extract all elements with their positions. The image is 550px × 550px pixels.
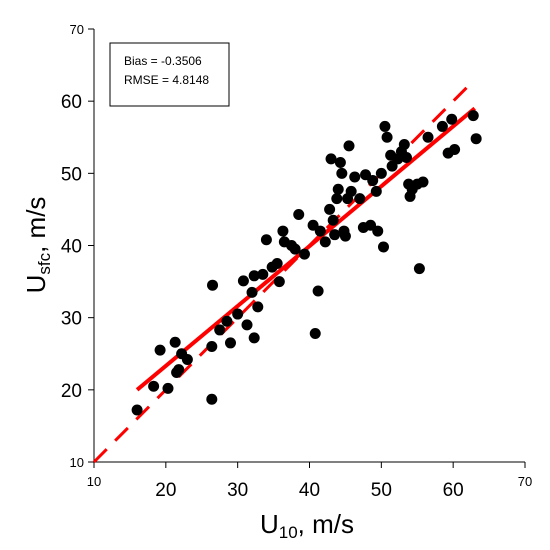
scatter-point (329, 229, 341, 241)
chart-axes: 10 20 30 40 50 60 70 10 20 30 40 50 60 70 (61, 22, 532, 501)
scatter-point (277, 225, 289, 237)
scatter-point (336, 167, 348, 179)
scatter-point (181, 354, 193, 366)
scatter-point (345, 185, 357, 197)
scatter-point (257, 268, 269, 280)
scatter-points (131, 110, 482, 416)
scatter-point (214, 324, 226, 336)
scatter-point (379, 120, 391, 132)
scatter-point (293, 208, 305, 220)
x-tick-label: 70 (518, 474, 532, 489)
scatter-point (206, 341, 218, 353)
scatter-point (354, 193, 366, 205)
scatter-point (131, 404, 143, 416)
scatter-point (331, 193, 343, 205)
y-tick-label: 70 (70, 22, 84, 37)
scatter-point (417, 176, 429, 188)
scatter-point (377, 241, 389, 253)
x-tick-label: 20 (155, 480, 176, 501)
scatter-point (312, 285, 324, 297)
rmse-label: RMSE = 4.8148 (124, 73, 209, 87)
y-tick-label: 50 (61, 164, 82, 185)
scatter-point (398, 138, 410, 150)
x-tick-label: 60 (443, 480, 464, 501)
scatter-point (327, 214, 339, 226)
scatter-point (206, 393, 218, 405)
scatter-point (446, 113, 458, 125)
scatter-point (298, 248, 310, 260)
scatter-point (273, 276, 285, 288)
scatter-point (367, 175, 379, 187)
y-tick-label: 30 (61, 309, 82, 330)
scatter-point (246, 286, 258, 298)
y-axis-title-subscript: sfc (35, 252, 54, 274)
scatter-point (343, 140, 355, 152)
scatter-point (372, 225, 384, 237)
scatter-point (467, 110, 479, 122)
scatter-point (339, 230, 351, 242)
y-tick-label: 40 (61, 237, 82, 258)
bias-label: Bias = -0.3506 (124, 54, 202, 68)
scatter-point (314, 225, 326, 237)
scatter-point (436, 120, 448, 132)
scatter-point (248, 332, 260, 344)
scatter-point (332, 183, 344, 195)
stats-box: Bias = -0.3506 RMSE = 4.8148 (109, 42, 230, 107)
scatter-point (422, 131, 434, 143)
y-tick-label: 20 (61, 381, 82, 402)
scatter-point (207, 279, 219, 291)
x-axis-title: U10, m/s (260, 509, 354, 542)
scatter-point (260, 234, 272, 246)
scatter-point (221, 315, 233, 327)
scatter-point (241, 319, 253, 331)
stats-box-frame (109, 42, 230, 107)
scatter-point (381, 131, 393, 143)
x-tick-label: 50 (371, 480, 392, 501)
x-axis-title-subscript: 10 (279, 523, 298, 542)
x-tick-label: 40 (299, 480, 320, 501)
x-axis-title-suffix: , m/s (298, 509, 354, 539)
scatter-point (324, 203, 336, 215)
scatter-point (370, 185, 382, 197)
scatter-point (252, 301, 264, 313)
y-axis-title-suffix: , m/s (21, 197, 51, 253)
scatter-point (319, 236, 331, 248)
x-axis-title-main: U (260, 509, 279, 539)
scatter-point (413, 263, 425, 275)
y-tick-label: 10 (70, 455, 84, 470)
scatter-point (154, 344, 166, 356)
scatter-point (224, 337, 236, 349)
scatter-point (173, 364, 185, 376)
scatter-point (162, 382, 174, 394)
x-tick-label: 10 (87, 474, 101, 489)
scatter-point (334, 157, 346, 169)
scatter-point (232, 308, 244, 320)
scatter-point (309, 328, 321, 340)
scatter-point (400, 151, 412, 163)
scatter-point (470, 133, 482, 145)
scatter-point (375, 167, 387, 179)
scatter-point (325, 153, 337, 165)
x-tick-label: 30 (227, 480, 248, 501)
y-tick-label: 60 (61, 92, 82, 113)
scatter-point (248, 270, 260, 282)
y-axis-title: Usfc, m/s (21, 197, 54, 294)
scatter-point (148, 380, 160, 392)
y-axis-title-main: U (21, 275, 51, 294)
scatter-point (237, 275, 249, 287)
scatter-point (349, 171, 361, 183)
scatter-point (289, 243, 301, 255)
scatter-point (271, 258, 283, 270)
scatter-point (169, 336, 181, 348)
scatter-point (449, 144, 461, 156)
